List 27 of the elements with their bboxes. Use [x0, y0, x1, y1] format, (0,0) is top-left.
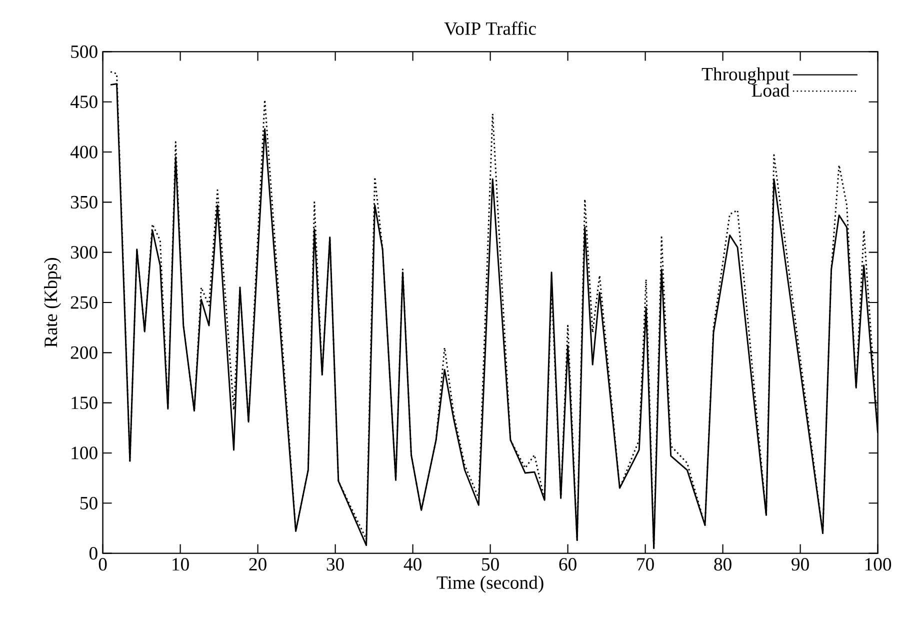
- x-tick-label: 60: [559, 558, 576, 571]
- chart-title: VoIP Traffic: [444, 22, 536, 35]
- x-tick-label: 10: [172, 558, 189, 571]
- x-tick-label: 20: [249, 558, 266, 571]
- y-tick-label: 350: [70, 196, 98, 208]
- y-tick-label: 50: [80, 496, 98, 510]
- x-tick-label: 30: [326, 558, 344, 571]
- x-tick-label: 0: [98, 558, 107, 571]
- y-tick-label: 400: [70, 146, 98, 158]
- y-tick-label: 500: [71, 45, 98, 58]
- legend-label: Throughput: [702, 67, 790, 84]
- x-axis-title: Time (second): [436, 576, 544, 593]
- y-tick-label: 300: [70, 246, 98, 259]
- x-tick-label: 50: [482, 558, 499, 571]
- y-tick-label: 200: [70, 346, 98, 359]
- y-tick-label: 100: [72, 446, 98, 460]
- legend-label: Load: [752, 84, 790, 97]
- x-tick-label: 80: [714, 558, 732, 571]
- y-tick-label: 0: [89, 546, 98, 560]
- x-tick-label: 40: [404, 558, 422, 571]
- x-tick-label: 100: [865, 558, 892, 571]
- y-tick-label: 150: [72, 396, 98, 410]
- x-tick-label: 70: [637, 558, 654, 571]
- y-tick-label: 450: [70, 96, 98, 108]
- x-tick-label: 90: [792, 558, 809, 571]
- y-axis-title: Rate (Kbps): [44, 258, 61, 348]
- y-tick-label: 250: [70, 296, 98, 309]
